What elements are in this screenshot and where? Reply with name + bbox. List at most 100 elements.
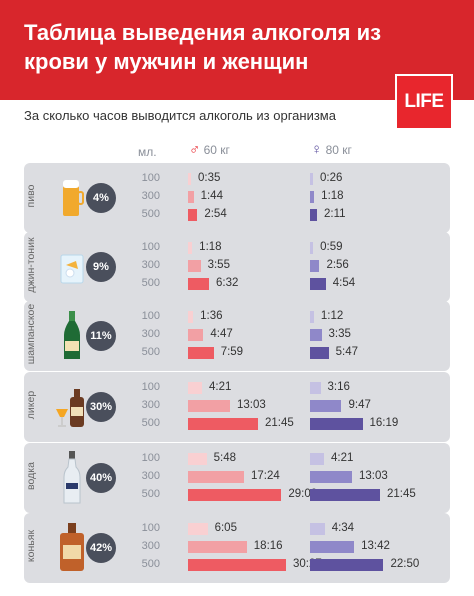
male-bar xyxy=(188,242,193,254)
alcohol-percent-badge: 9% xyxy=(86,252,116,282)
male-bar xyxy=(188,311,194,323)
volume-label: 100 xyxy=(141,381,160,393)
female-time-label: 2:56 xyxy=(326,259,349,271)
male-time-label: 6:32 xyxy=(216,277,239,289)
male-time-label: 17:24 xyxy=(251,470,280,482)
female-bar xyxy=(310,489,380,501)
male-bar xyxy=(188,418,258,430)
male-time-label: 1:44 xyxy=(200,190,223,202)
volume-label: 500 xyxy=(141,208,160,220)
female-bar xyxy=(310,173,313,185)
female-time-label: 13:03 xyxy=(359,470,388,482)
male-time-label: 1:18 xyxy=(199,241,222,253)
male-time-label: 21:45 xyxy=(265,417,294,429)
male-bar xyxy=(188,191,194,203)
volume-column-header: мл. xyxy=(138,145,157,159)
female-bar xyxy=(310,523,325,535)
alcohol-percent-badge: 4% xyxy=(86,183,116,213)
male-icon: ♂ xyxy=(189,141,201,158)
volume-label: 500 xyxy=(141,417,160,429)
female-column-header: ♀ 80 кг xyxy=(311,141,352,158)
male-bar xyxy=(188,489,282,501)
male-time-label: 13:03 xyxy=(237,399,266,411)
beer-glass-icon xyxy=(59,178,85,223)
page-title: Таблица выведения алкоголя из крови у му… xyxy=(24,20,382,74)
female-time-label: 4:54 xyxy=(332,277,356,289)
female-bar xyxy=(310,382,321,394)
volume-label: 100 xyxy=(141,241,160,253)
drink-name-label: коньяк xyxy=(25,529,37,563)
female-time-label: 1:18 xyxy=(321,190,344,202)
alcohol-percent-badge: 30% xyxy=(86,392,116,422)
volume-label: 100 xyxy=(141,172,160,184)
female-bar xyxy=(310,418,363,430)
cognac-bottle-icon xyxy=(57,523,87,578)
female-bar xyxy=(310,278,326,290)
alcohol-percent-badge: 42% xyxy=(86,533,116,563)
chart-subtitle: За сколько часов выводится алкоголь из о… xyxy=(24,108,336,123)
male-bar xyxy=(188,173,191,185)
header-banner: Таблица выведения алкоголя из крови у му… xyxy=(0,0,474,100)
female-time-label: 0:26 xyxy=(320,172,343,184)
volume-label: 100 xyxy=(141,452,160,464)
male-time-label: 3:55 xyxy=(207,259,230,271)
champagne-bottle-icon xyxy=(62,311,82,366)
volume-label: 500 xyxy=(141,346,160,358)
male-bar xyxy=(188,260,201,272)
male-bar xyxy=(188,471,244,483)
male-column-header: ♂ 60 кг xyxy=(189,141,230,158)
female-time-label: 4:21 xyxy=(331,452,354,464)
female-time-label: 21:45 xyxy=(387,488,416,500)
alcohol-percent-badge: 11% xyxy=(86,321,116,351)
male-time-label: 0:35 xyxy=(198,172,221,184)
male-bar xyxy=(188,559,286,571)
female-time-label: 4:34 xyxy=(331,522,355,534)
male-time-label: 5:48 xyxy=(213,452,237,464)
male-bar xyxy=(188,453,207,465)
drink-name-label: ликер xyxy=(25,390,37,420)
female-time-label: 2:11 xyxy=(324,208,346,220)
female-bar xyxy=(310,209,318,221)
female-time-label: 5:47 xyxy=(335,346,358,358)
female-time-label: 9:47 xyxy=(348,399,371,411)
volume-label: 300 xyxy=(141,540,160,552)
male-time-label: 2:54 xyxy=(204,208,227,220)
female-bar xyxy=(310,260,320,272)
female-bar xyxy=(310,311,314,323)
vodka-bottle-icon xyxy=(62,451,82,510)
volume-label: 100 xyxy=(141,522,160,534)
male-bar xyxy=(188,278,210,290)
gin-tonic-glass-icon xyxy=(58,249,86,290)
volume-label: 100 xyxy=(141,310,160,322)
female-time-label: 16:19 xyxy=(369,417,399,429)
male-time-label: 18:16 xyxy=(253,540,283,552)
male-bar xyxy=(188,523,208,535)
female-bar xyxy=(310,400,342,412)
volume-label: 500 xyxy=(141,558,160,570)
female-bar xyxy=(310,191,315,203)
volume-label: 300 xyxy=(141,399,160,411)
male-bar xyxy=(188,347,214,359)
female-bar xyxy=(310,347,329,359)
male-bar xyxy=(188,541,247,553)
volume-label: 300 xyxy=(141,470,160,482)
female-bar xyxy=(310,453,324,465)
female-bar xyxy=(310,541,355,553)
drink-name-label: пиво xyxy=(25,184,37,208)
female-time-label: 1:12 xyxy=(320,310,344,322)
female-bar xyxy=(310,471,352,483)
volume-label: 300 xyxy=(141,328,160,340)
life-logo[interactable]: LIFE xyxy=(395,74,453,130)
male-bar xyxy=(188,209,198,221)
drink-name-label: шампанское xyxy=(25,303,37,365)
female-icon: ♀ xyxy=(311,141,323,158)
female-weight-label: 80 кг xyxy=(325,143,352,157)
female-bar xyxy=(310,559,384,571)
volume-label: 500 xyxy=(141,488,160,500)
female-bar xyxy=(310,242,314,254)
female-time-label: 22:50 xyxy=(390,558,420,570)
male-time-label: 7:59 xyxy=(220,346,244,358)
male-bar xyxy=(188,329,204,341)
female-time-label: 13:42 xyxy=(361,540,390,552)
liqueur-bottle-icon xyxy=(54,385,90,434)
